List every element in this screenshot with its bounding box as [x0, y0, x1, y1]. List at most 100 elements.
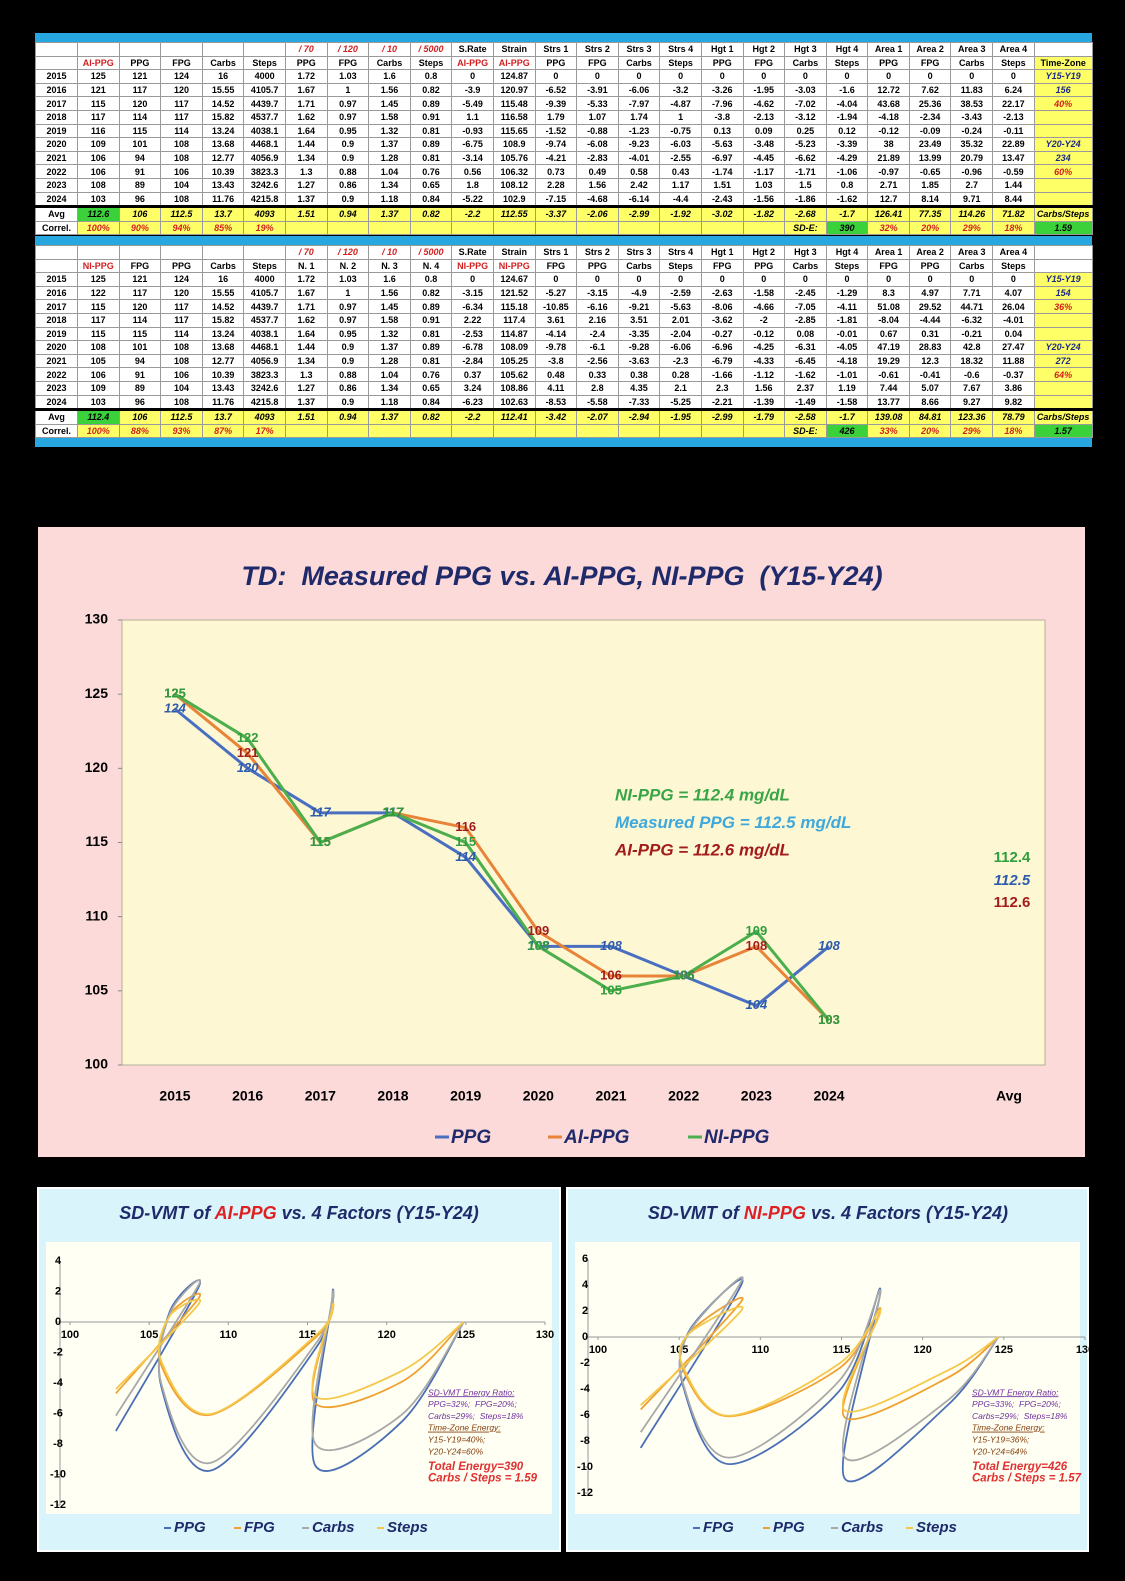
- correl-cell: 29%: [950, 220, 994, 236]
- avg-cell: -2.06: [576, 205, 619, 222]
- data-cell: -1.62: [784, 367, 827, 382]
- data-cell: 1.85: [908, 177, 952, 193]
- header-cell: Strs 4: [659, 42, 702, 57]
- data-cell: -9.78: [534, 340, 578, 355]
- header-cell: Strain: [492, 42, 536, 57]
- data-cell: 11.88: [992, 353, 1035, 369]
- correl-row: Correl. 100% 88% 93% 87% 17% SD-E: 426 33% 20% 29%…: [35, 423, 1093, 439]
- header-cell: / 70: [284, 245, 328, 260]
- data-cell: -1.86: [784, 191, 827, 208]
- legend-label: FPG: [703, 1519, 734, 1536]
- data-cell: 29.52: [908, 299, 952, 314]
- header-cell: PPG: [867, 55, 910, 71]
- avg-cell: 1.37: [368, 408, 411, 425]
- header-cell: [35, 42, 78, 57]
- data-label: 116: [455, 819, 476, 834]
- header-cell: [243, 245, 286, 260]
- data-cell: -8.04: [867, 312, 910, 328]
- annotation: Measured PPG = 112.5 mg/dL: [615, 813, 851, 832]
- data-cell: -0.65: [908, 164, 952, 179]
- data-cell: -6.97: [700, 150, 744, 166]
- data-cell: 1.18: [368, 394, 411, 411]
- correl-cell: Correl.: [35, 423, 78, 439]
- y-tick-label: -12: [577, 1487, 593, 1499]
- annotation: Carbs=29%; Steps=18%: [428, 1411, 524, 1421]
- data-cell: 0.91: [409, 109, 453, 125]
- data-cell: 115: [118, 123, 162, 139]
- correl-cell: 85%: [201, 220, 245, 236]
- data-cell: -3.15: [576, 285, 619, 301]
- y-tick-label: -10: [50, 1468, 66, 1480]
- avg-label: 112.4: [994, 849, 1031, 866]
- data-cell: 106: [160, 367, 203, 382]
- data-cell: -6.79: [700, 353, 744, 369]
- avg-cell: 1.51: [284, 205, 328, 222]
- data-row: 2015 125 121 124 16 4000 1.72 1.03 1.6 0.8 0 124.87…: [35, 69, 1093, 84]
- data-cell: 3242.6: [243, 380, 286, 396]
- data-cell: 121: [118, 69, 162, 84]
- data-cell: 2024: [35, 191, 78, 208]
- data-cell: 0.9: [326, 137, 370, 152]
- data-cell: 91: [118, 367, 162, 382]
- data-cell: -2.59: [659, 285, 702, 301]
- data-cell: 2017: [35, 299, 78, 314]
- data-row: 2018 117 114 117 15.82 4537.7 1.62 0.97 1.58 0.91…: [35, 109, 1093, 125]
- data-cell: -6.03: [659, 137, 702, 152]
- correl-cell: SD-E:: [784, 220, 827, 236]
- data-cell: 2023: [35, 177, 78, 193]
- data-cell: 1.34: [368, 177, 411, 193]
- correl-cell: SD-E:: [784, 423, 827, 439]
- avg-cell: 112.5: [160, 205, 203, 222]
- data-cell: 7.67: [950, 380, 994, 396]
- data-cell: 0.76: [409, 367, 453, 382]
- avg-cell: -1.7: [825, 205, 869, 222]
- avg-cell: 0.94: [326, 205, 370, 222]
- header-cell: Area 2: [908, 245, 952, 260]
- data-cell: -3.63: [617, 353, 661, 369]
- header-cell: Strs 4: [659, 245, 702, 260]
- data-cell: 1: [326, 285, 370, 301]
- data-cell: -5.22: [451, 191, 494, 208]
- data-cell: -1.71: [784, 164, 827, 179]
- data-label: 106: [673, 967, 695, 982]
- data-cell: 120: [160, 285, 203, 301]
- header-cell: PPG: [534, 55, 578, 71]
- data-cell: -0.6: [950, 367, 994, 382]
- data-cell: 2020: [35, 137, 78, 152]
- series-curve: [115, 1278, 465, 1464]
- data-cell: 2.28: [534, 177, 578, 193]
- correl-cell: [326, 423, 370, 439]
- data-cell: 0.84: [409, 394, 453, 411]
- data-cell: -3.35: [617, 326, 661, 342]
- header-cell: N. 2: [326, 258, 370, 274]
- header-cell: Carbs: [617, 258, 661, 274]
- header-cell: S.Rate: [451, 245, 494, 260]
- data-cell: 117: [160, 109, 203, 125]
- data-cell: -2.53: [451, 326, 494, 342]
- data-cell: -4.21: [534, 150, 578, 166]
- header-cell: Steps: [825, 258, 869, 274]
- data-cell: 1.45: [368, 96, 411, 111]
- data-cell: 2.8: [576, 380, 619, 396]
- data-cell: 117: [160, 96, 203, 111]
- data-cell: 102.63: [492, 394, 536, 411]
- data-row: 2022 106 91 106 10.39 3823.3 1.3 0.88 1.04 0.76 0.…: [35, 164, 1093, 179]
- data-cell: 0.88: [326, 164, 370, 179]
- x-tick-label: 2019: [450, 1088, 481, 1104]
- series-curve: [639, 1276, 1000, 1462]
- correl-cell: [284, 220, 328, 236]
- header-cell: Steps: [992, 55, 1035, 71]
- data-cell: 108.09: [492, 340, 536, 355]
- data-cell: 156: [1033, 82, 1093, 98]
- data-cell: -1.66: [700, 367, 744, 382]
- avg-row: Avg 112.6 106 112.5 13.7 4093 1.51 0.94 1.37 0.82…: [35, 205, 1093, 222]
- title-part: NI-PPG: [744, 1203, 806, 1223]
- data-cell: 1.27: [284, 177, 328, 193]
- header-cell: [118, 42, 162, 57]
- correl-cell: [576, 220, 619, 236]
- correl-cell: 17%: [243, 423, 286, 439]
- data-cell: 0: [451, 69, 494, 84]
- y-tick-label: -6: [580, 1409, 590, 1421]
- avg-cell: 0.82: [409, 408, 453, 425]
